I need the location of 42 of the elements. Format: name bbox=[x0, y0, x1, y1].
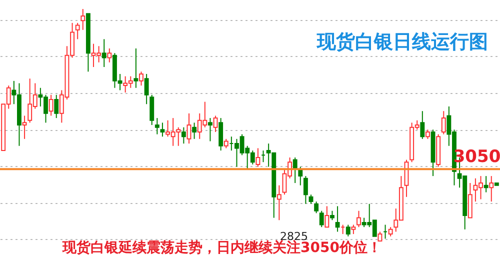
candlestick bbox=[134, 48, 138, 88]
candlestick bbox=[468, 182, 472, 218]
candlestick bbox=[150, 94, 154, 126]
candlestick bbox=[160, 122, 165, 138]
candlestick bbox=[139, 71, 144, 86]
candlestick bbox=[314, 201, 319, 214]
candlestick bbox=[102, 38, 106, 68]
candlestick bbox=[276, 184, 282, 221]
candlestick bbox=[213, 115, 218, 132]
candlestick bbox=[144, 73, 149, 105]
candlestick bbox=[330, 210, 334, 221]
candlestick bbox=[303, 176, 308, 204]
candlestick bbox=[224, 138, 228, 149]
candlestick bbox=[80, 8, 86, 30]
annotation: 现货白银延续震荡走势，日内继续关注3050价位！ bbox=[62, 239, 382, 256]
candlestick bbox=[186, 112, 192, 144]
candlestick bbox=[378, 231, 382, 242]
candlestick bbox=[218, 118, 224, 152]
candlestick bbox=[208, 118, 212, 142]
text: 现货白银日线运行图 bbox=[316, 31, 488, 53]
candlestick bbox=[75, 22, 80, 40]
candlestick bbox=[48, 94, 54, 116]
candlestick bbox=[356, 210, 361, 228]
candlestick bbox=[420, 110, 425, 140]
candlestick bbox=[319, 210, 324, 228]
candlestick bbox=[335, 206, 340, 232]
candlestick bbox=[425, 129, 430, 140]
candlestick bbox=[308, 194, 314, 204]
candlestick bbox=[192, 122, 197, 140]
candlestick bbox=[256, 148, 260, 168]
candlestick bbox=[388, 226, 393, 237]
candlestick bbox=[489, 176, 494, 202]
candlestick bbox=[154, 118, 160, 135]
candlestick bbox=[181, 126, 186, 144]
candlestick bbox=[54, 94, 59, 119]
candlestick bbox=[324, 206, 330, 228]
candlestick bbox=[346, 224, 350, 237]
candlestick bbox=[107, 48, 112, 63]
candlestick bbox=[351, 224, 356, 235]
candlestick bbox=[484, 176, 488, 193]
candlestick bbox=[22, 115, 27, 140]
candlestick bbox=[441, 110, 446, 135]
